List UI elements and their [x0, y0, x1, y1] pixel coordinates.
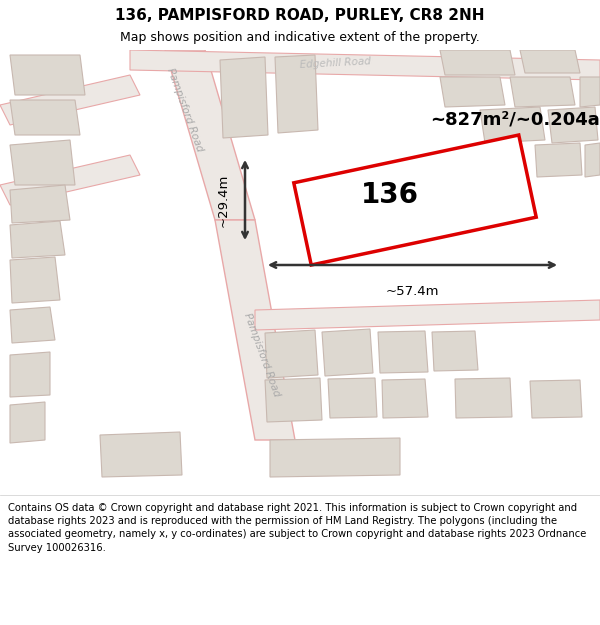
- Polygon shape: [270, 438, 400, 477]
- Text: ~29.4m: ~29.4m: [217, 173, 230, 227]
- Polygon shape: [530, 380, 582, 418]
- Polygon shape: [432, 331, 478, 371]
- Polygon shape: [510, 77, 575, 107]
- Text: Contains OS data © Crown copyright and database right 2021. This information is : Contains OS data © Crown copyright and d…: [8, 503, 586, 552]
- Polygon shape: [0, 155, 140, 205]
- Polygon shape: [10, 307, 55, 343]
- Polygon shape: [130, 50, 600, 80]
- Polygon shape: [165, 50, 255, 220]
- Polygon shape: [480, 143, 525, 179]
- Polygon shape: [10, 402, 45, 443]
- Polygon shape: [535, 143, 582, 177]
- Polygon shape: [378, 331, 428, 373]
- Text: 136, PAMPISFORD ROAD, PURLEY, CR8 2NH: 136, PAMPISFORD ROAD, PURLEY, CR8 2NH: [115, 8, 485, 22]
- Polygon shape: [10, 352, 50, 397]
- Polygon shape: [455, 378, 512, 418]
- Polygon shape: [265, 330, 318, 378]
- Polygon shape: [585, 143, 600, 177]
- Polygon shape: [275, 55, 318, 133]
- Polygon shape: [440, 77, 505, 107]
- Polygon shape: [215, 220, 295, 440]
- Polygon shape: [294, 135, 536, 265]
- Polygon shape: [520, 50, 580, 73]
- Text: Edgehill Road: Edgehill Road: [299, 56, 371, 70]
- Polygon shape: [100, 432, 182, 477]
- Text: 136: 136: [361, 181, 419, 209]
- Polygon shape: [10, 221, 65, 258]
- Text: Pampisford Road: Pampisford Road: [242, 312, 282, 398]
- Polygon shape: [10, 185, 70, 223]
- Polygon shape: [255, 300, 600, 330]
- Text: Map shows position and indicative extent of the property.: Map shows position and indicative extent…: [120, 31, 480, 44]
- Polygon shape: [10, 257, 60, 303]
- Polygon shape: [10, 100, 80, 135]
- Text: Pampisford Road: Pampisford Road: [165, 67, 205, 153]
- Polygon shape: [480, 107, 545, 143]
- Polygon shape: [220, 57, 268, 138]
- Polygon shape: [10, 55, 85, 95]
- Polygon shape: [382, 379, 428, 418]
- Polygon shape: [580, 77, 600, 107]
- Polygon shape: [328, 378, 377, 418]
- Polygon shape: [0, 75, 140, 125]
- Polygon shape: [548, 107, 598, 143]
- Text: ~827m²/~0.204ac.: ~827m²/~0.204ac.: [430, 111, 600, 129]
- Polygon shape: [490, 183, 533, 212]
- Text: ~57.4m: ~57.4m: [386, 285, 439, 298]
- Polygon shape: [440, 50, 515, 75]
- Polygon shape: [10, 140, 75, 185]
- Polygon shape: [322, 329, 373, 376]
- Polygon shape: [265, 378, 322, 422]
